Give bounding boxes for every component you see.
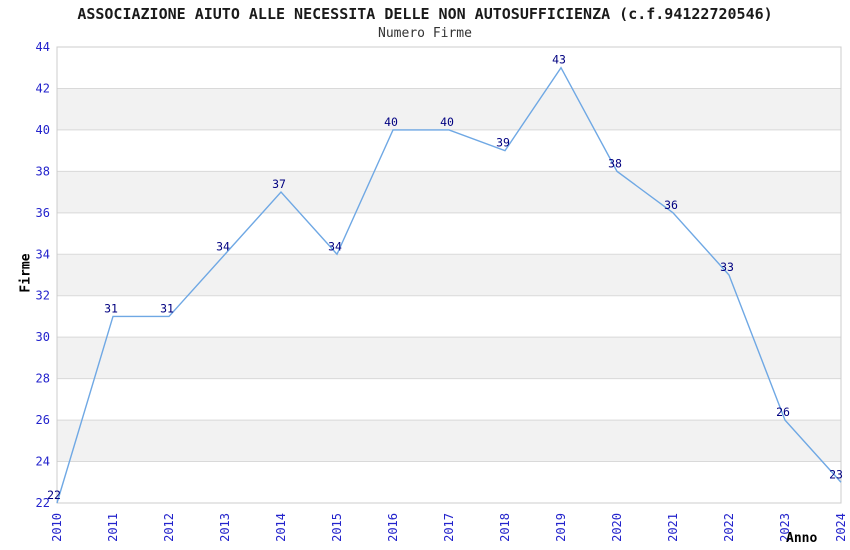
x-tick-label: 2020 (610, 513, 624, 542)
y-tick-label: 22 (36, 496, 50, 510)
y-tick-label: 24 (36, 455, 50, 469)
y-tick-label: 28 (36, 372, 50, 386)
y-tick-label: 30 (36, 330, 50, 344)
y-tick-label: 26 (36, 413, 50, 427)
y-tick-label: 40 (36, 123, 50, 137)
grid-band (57, 337, 841, 379)
data-label: 34 (216, 239, 230, 253)
data-label: 36 (664, 198, 678, 212)
y-tick-label: 38 (36, 164, 50, 178)
grid-band (57, 88, 841, 130)
x-tick-label: 2012 (162, 513, 176, 542)
chart-title: ASSOCIAZIONE AIUTO ALLE NECESSITA DELLE … (77, 5, 773, 23)
series-line (56, 66, 842, 504)
y-tick-label: 44 (36, 40, 50, 54)
grid-band (57, 171, 841, 213)
data-label: 31 (160, 301, 174, 315)
x-tick-label: 2024 (834, 513, 848, 542)
x-tick-label: 2018 (498, 513, 512, 542)
x-tick-label: 2014 (274, 513, 288, 542)
y-tick-label: 42 (36, 81, 50, 95)
x-tick-label: 2019 (554, 513, 568, 542)
x-tick-label: 2017 (442, 513, 456, 542)
data-label: 43 (552, 53, 566, 67)
x-tick-label: 2022 (722, 513, 736, 542)
x-tick-label: 2010 (50, 513, 64, 542)
grid-band (57, 254, 841, 296)
data-label: 39 (496, 136, 510, 150)
grid-band (57, 420, 841, 462)
data-label: 37 (272, 177, 286, 191)
data-label: 26 (776, 405, 790, 419)
chart-subtitle: Numero Firme (378, 26, 472, 41)
data-label: 33 (720, 260, 734, 274)
data-label: 40 (384, 115, 398, 129)
y-axis-title: Firme (18, 253, 34, 293)
x-tick-label: 2011 (106, 513, 120, 542)
y-tick-label: 32 (36, 289, 50, 303)
x-tick-label: 2023 (778, 513, 792, 542)
data-label: 40 (440, 115, 454, 129)
x-tick-label: 2016 (386, 513, 400, 542)
data-label: 22 (47, 488, 61, 502)
x-axis-title: Anno (786, 531, 818, 546)
x-tick-label: 2021 (666, 513, 680, 542)
data-label: 38 (608, 156, 622, 170)
y-tick-label: 34 (36, 247, 50, 261)
data-label: 34 (328, 239, 342, 253)
y-tick-label: 36 (36, 206, 50, 220)
x-tick-label: 2015 (330, 513, 344, 542)
data-label: 31 (104, 301, 118, 315)
x-tick-label: 2013 (218, 513, 232, 542)
data-label: 23 (829, 467, 843, 481)
plot-border (56, 46, 842, 504)
